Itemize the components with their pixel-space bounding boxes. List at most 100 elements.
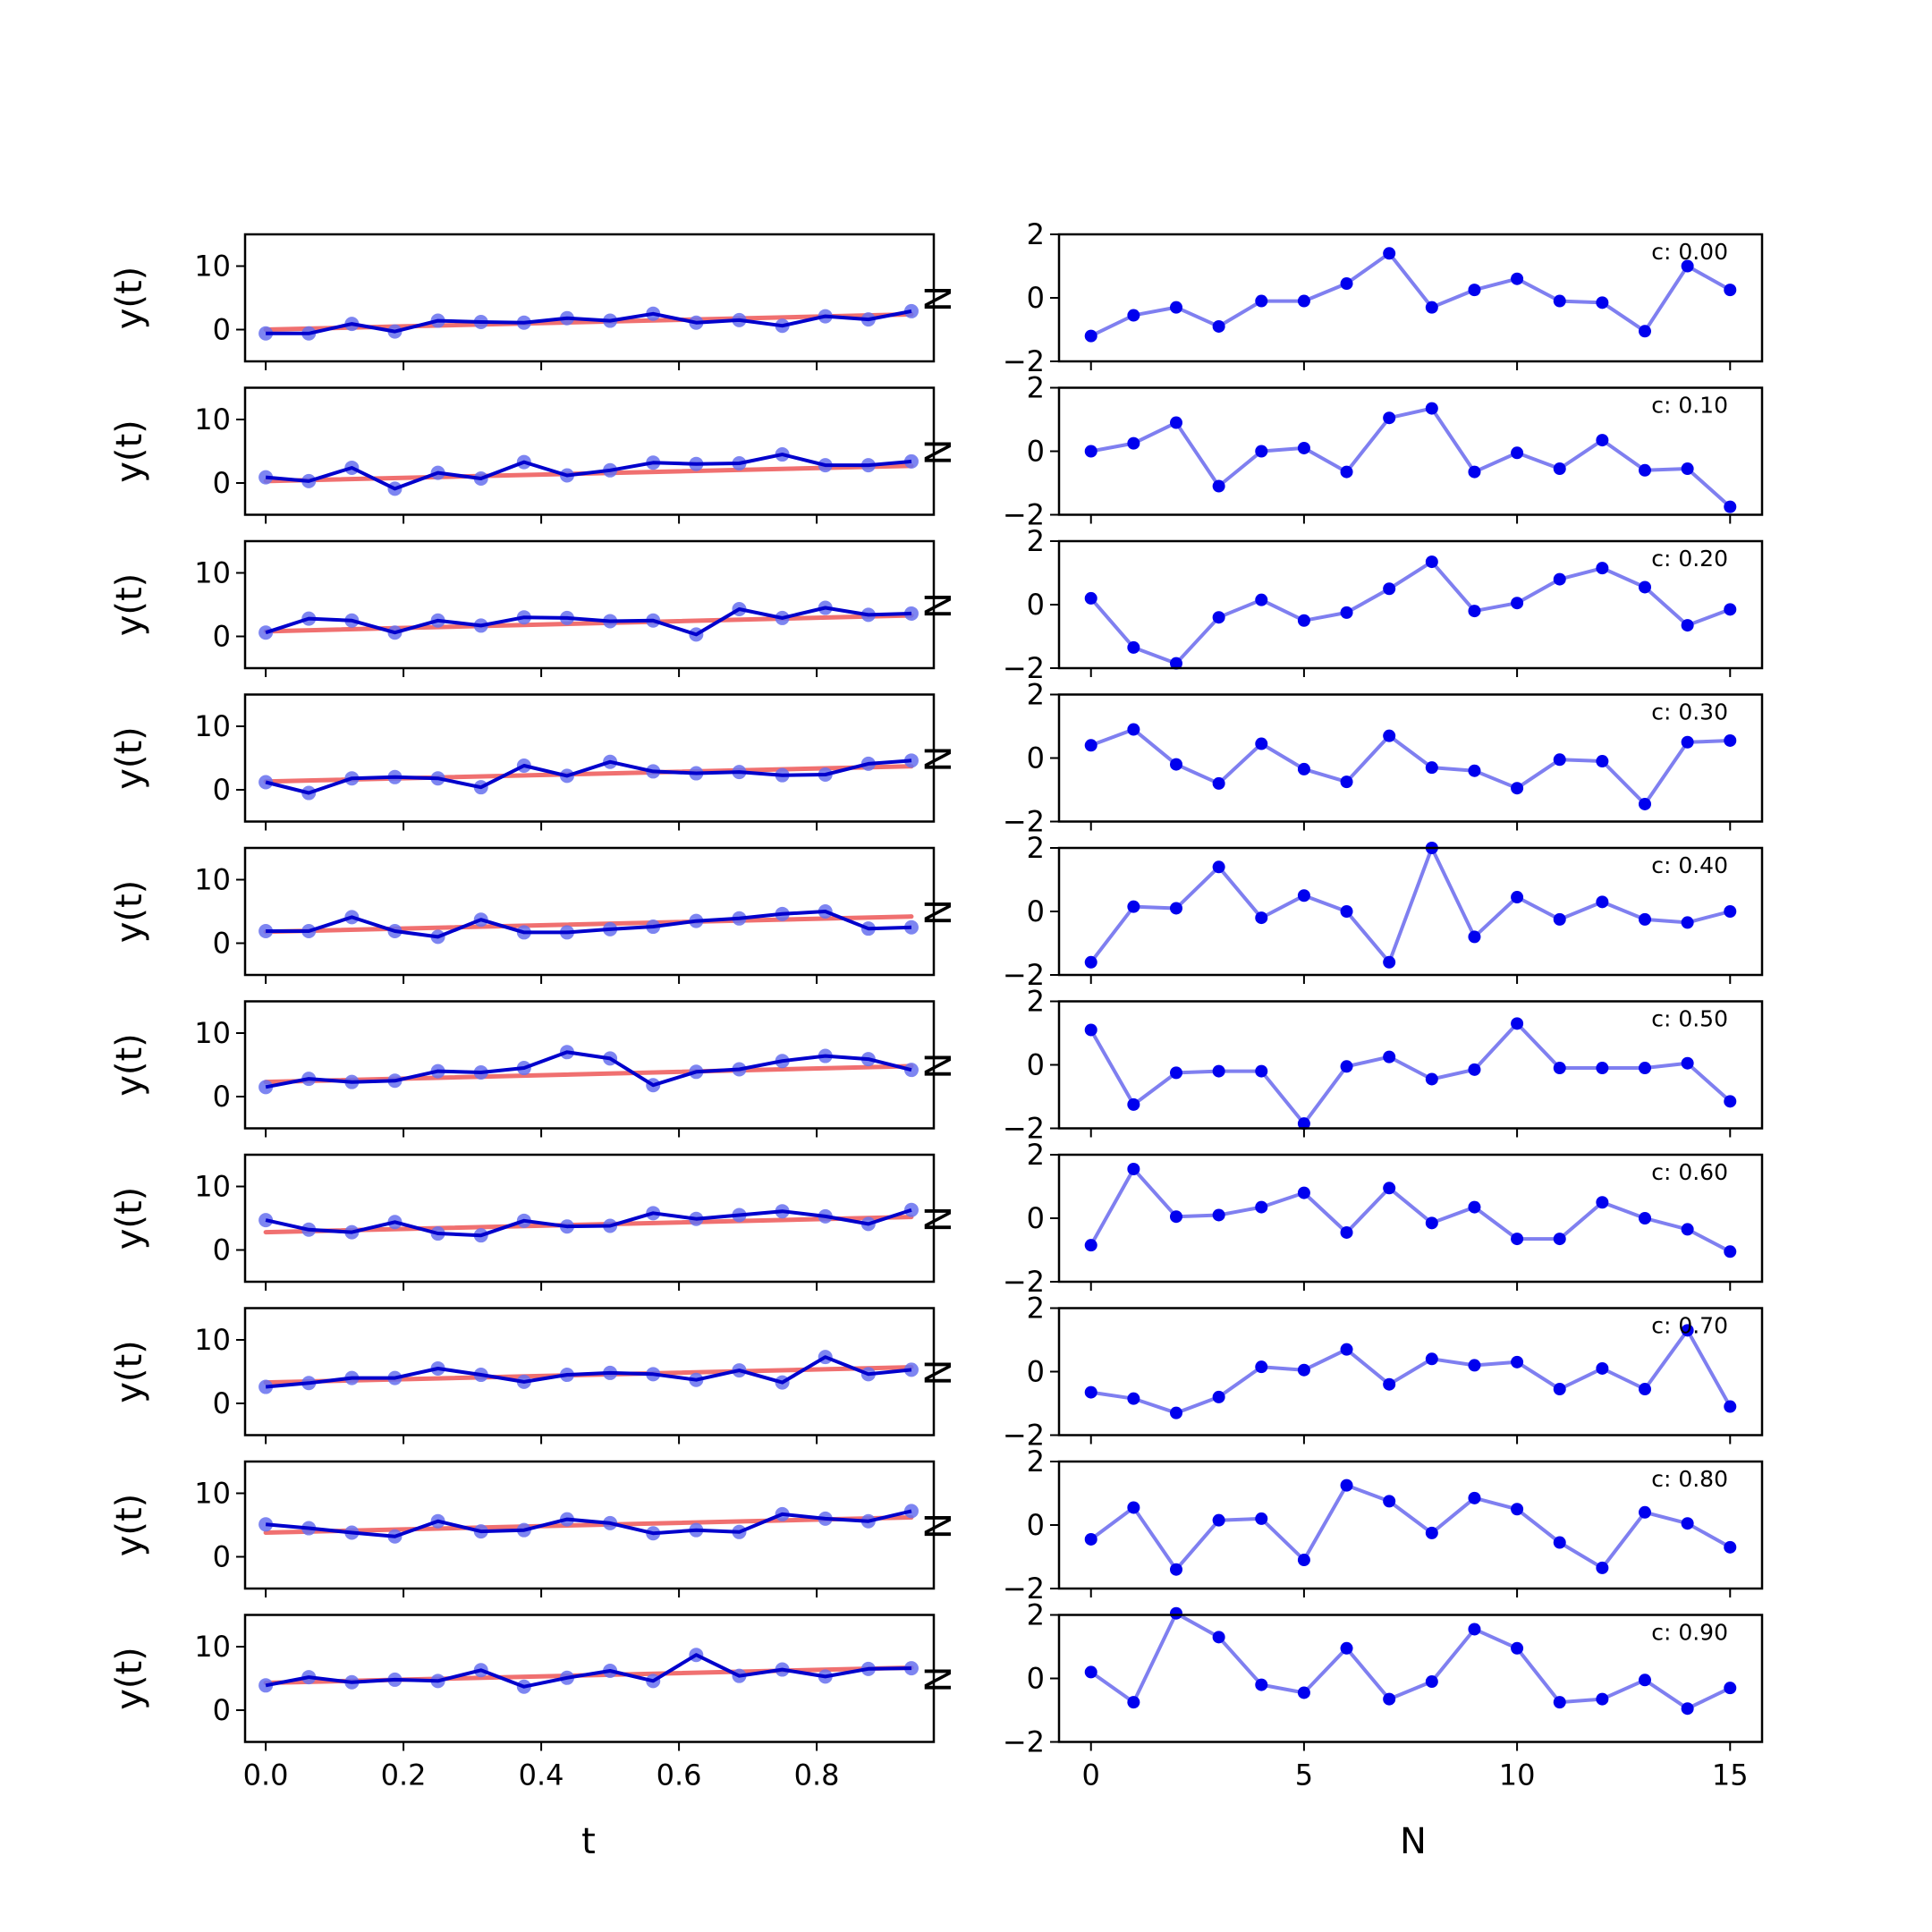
left-subplot-1: 0 10 y(t) [109,386,936,524]
y-tick-label: 10 [194,1477,231,1511]
residual-point [1170,902,1182,915]
right-y-axis-label: N [919,592,960,619]
residual-point [1468,1623,1481,1636]
left-y-axis-label: y(t) [109,1187,150,1250]
coefficient-annotation: c: 0.20 [1651,546,1728,572]
residual-point [1170,416,1182,429]
data-line [265,1355,912,1389]
right-subplot-7: −2 0 2 c: 0.70 N [919,1292,1764,1453]
left-y-axis-label: y(t) [109,1647,150,1710]
residual-point [1170,1210,1182,1224]
residual-point [1127,1696,1140,1709]
left-plot-frame [243,1614,936,1743]
residual-line [1090,1328,1733,1415]
residual-point [1340,1479,1353,1492]
left-y-axis-label: y(t) [109,1340,150,1403]
left-y-axis-label: y(t) [109,267,150,330]
left-subplot-3: 0 10 y(t) [109,693,936,831]
y-tick-label: 0 [213,1080,231,1114]
subplot-grid: 0 10 y(t) −2 0 2 c: 0.00 N 0 10 y(t) −2 0 2 c: 0.10 N 0 1… [109,217,1764,1792]
left-x-axis-label: t [581,1821,596,1862]
trend-line [263,1063,914,1085]
residual-point [1425,402,1438,415]
residual-point [1511,272,1524,285]
y-tick-label: −2 [1003,1725,1045,1759]
residual-point [1724,1245,1737,1258]
left-plot-frame [243,1460,936,1590]
residual-point [1383,955,1396,969]
y-tick-label: 0 [213,620,231,654]
residual-point [1084,1023,1097,1037]
x-tick-label: 5 [1295,1758,1313,1792]
residual-line [1089,1021,1732,1126]
y-tick-label: 0 [1027,894,1045,928]
left-plot-frame [243,846,936,977]
left-subplot-7: 0 10 y(t) [109,1307,936,1445]
residual-point [1383,247,1396,260]
residual-point [1596,434,1609,447]
residual-point [1639,463,1651,477]
left-plot-area [245,1001,934,1129]
residual-point [1511,1355,1524,1368]
x-tick-label: 0.4 [519,1758,564,1792]
y-tick-label: 10 [194,863,231,897]
right-y-axis-label: N [919,1513,960,1539]
right-y-axis-label: N [919,439,960,466]
x-tick-label: 0.2 [381,1758,427,1792]
residual-point [1127,309,1140,322]
residual-point [1681,619,1694,632]
right-plot-area [1059,234,1762,361]
residual-point [1084,1665,1097,1679]
residual-point [1511,1017,1524,1030]
left-plot-frame [243,1307,936,1436]
right-x-axis-label: N [1400,1821,1427,1862]
data-point [258,1379,274,1394]
residual-point [1681,1702,1694,1716]
residual-point [1596,296,1609,309]
residual-point [1383,729,1396,742]
y-tick-label: −2 [1003,1572,1045,1606]
residual-point [1425,1675,1438,1689]
residual-point [1127,640,1140,654]
residual-point [1681,916,1694,929]
y-tick-label: −2 [1003,1265,1045,1299]
residual-line [1089,1167,1732,1254]
left-subplot-8: 0 10 y(t) [109,1460,936,1597]
y-tick-label: 2 [1027,1292,1045,1326]
residual-point [1596,1561,1609,1574]
y-tick-label: 2 [1027,371,1045,405]
residual-point [1553,1536,1566,1549]
residual-point [1297,1117,1310,1131]
residual-point [1340,1225,1353,1239]
residual-point [1468,1200,1481,1214]
residual-point [1255,1360,1268,1374]
residual-point [1681,1517,1694,1530]
residual-point [1681,462,1694,476]
residual-point [1468,1359,1481,1372]
coefficient-annotation: c: 0.60 [1651,1159,1728,1185]
residual-point [1170,1406,1182,1419]
y-tick-label: 0 [213,1693,231,1727]
residual-point [1383,582,1396,596]
data-line [265,1509,912,1538]
y-tick-label: 0 [1027,1355,1045,1389]
residual-point [1084,445,1097,458]
residual-line [1089,560,1731,665]
right-y-axis-label: N [919,285,960,312]
right-subplot-3: −2 0 2 c: 0.30 N [919,678,1764,839]
y-tick-label: 0 [213,1233,231,1267]
left-plot-frame [243,1153,936,1284]
residual-point [1724,1095,1737,1108]
residual-line [1089,1611,1732,1711]
y-tick-label: 10 [194,250,231,284]
residual-point [1212,1208,1225,1222]
data-line [265,1653,912,1689]
residual-point [1297,294,1310,308]
y-tick-label: 0 [213,313,231,347]
left-plot-area [245,234,934,361]
residual-point [1084,591,1097,605]
y-tick-label: 0 [1027,741,1045,775]
residual-point [1724,603,1737,616]
data-point [258,1517,274,1532]
